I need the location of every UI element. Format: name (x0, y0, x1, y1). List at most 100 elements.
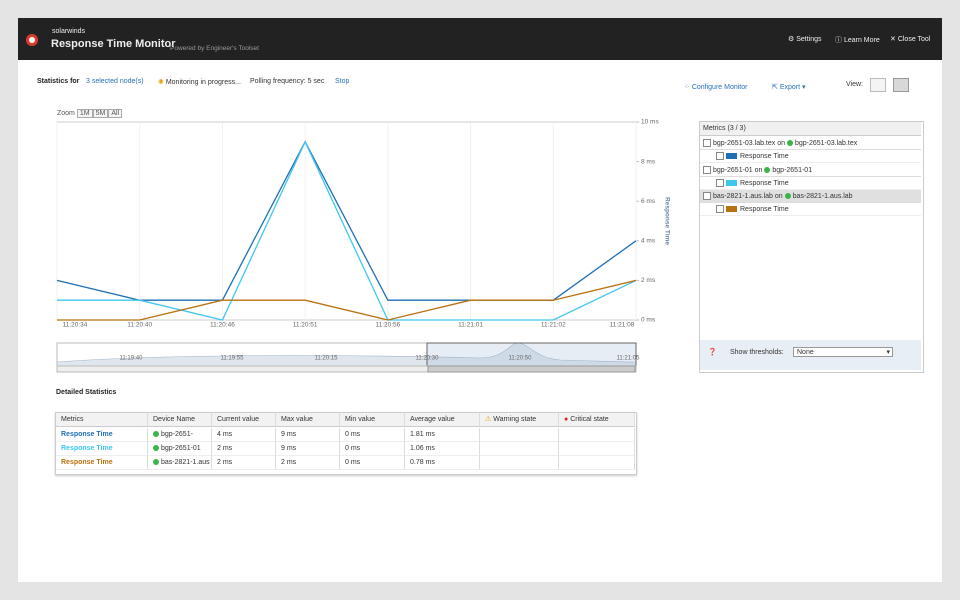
table-cell: 2 ms (212, 456, 276, 470)
navigator-label: 11:20:30 (416, 356, 440, 362)
series-swatch (726, 206, 737, 213)
critical-icon: ● (564, 416, 571, 423)
node-row: bgp-2651-03.lab.tex on bgp-2651-03.lab.t… (700, 137, 921, 150)
table-cell: 9 ms (276, 442, 340, 456)
help-icon[interactable]: ❓ (708, 349, 717, 356)
chart-view[interactable] (893, 78, 909, 92)
metrics-title: Metrics (3 / 3) (700, 122, 921, 136)
stop[interactable]: Stop (335, 78, 350, 85)
table-cell (480, 456, 559, 470)
status-dot (784, 193, 791, 200)
thresholds-select[interactable]: None ▾ (793, 347, 893, 357)
x-tick-label: 11:20:51 (293, 322, 318, 329)
x-tick-label: 11:20:46 (210, 322, 235, 329)
table-cell: Response Time (56, 442, 148, 456)
legend-entry: Response Time (740, 206, 789, 213)
status-dot (153, 459, 159, 466)
settings[interactable]: ⚙ Settings (788, 36, 822, 43)
label: Close Tool (897, 36, 931, 43)
details-title: Detailed Statistics (56, 389, 117, 396)
x-tick-label: 11:21:02 (541, 322, 566, 329)
series-line (57, 279, 637, 321)
column-header: Max value (276, 413, 340, 427)
y-tick-label: 6 ms (641, 198, 656, 205)
navigator-label: 11:20:50 (509, 356, 533, 362)
statistics-for: Statistics for (37, 78, 80, 85)
series-swatch (726, 153, 737, 160)
zoom-button[interactable]: 5M (92, 109, 109, 118)
table-cell (559, 442, 635, 456)
checkbox[interactable] (716, 205, 724, 214)
checkbox[interactable] (703, 139, 711, 148)
column-header: Min value (340, 413, 405, 427)
app-subtitle: Powered by Engineer's Toolset (170, 45, 259, 52)
legend-entry: Response Time (740, 153, 789, 160)
x-tick-label: 11:20:34 (63, 322, 88, 329)
brand: solarwinds (52, 28, 86, 35)
metric-row: Response Time (700, 177, 921, 190)
configure-monitor[interactable]: ⁘ Configure Monitor (684, 84, 748, 91)
table-cell: 2 ms (276, 456, 340, 470)
node-row: bgp-2651-01 on bgp-2651-01 (700, 163, 921, 177)
node-name: bgp-2651-01 on (713, 166, 763, 174)
logo (26, 34, 38, 46)
column-header: ● Critical state (559, 413, 635, 427)
export[interactable]: ⇱ Export ▾ (772, 84, 806, 91)
app-title: Response Time Monitor (51, 38, 176, 50)
node-device: bgp-2651-01 (772, 166, 813, 174)
zoom-label: Zoom (57, 110, 75, 117)
zoom-button[interactable]: 1M (76, 109, 93, 118)
navigator-label: 11:19:40 (120, 356, 144, 362)
label: Learn More (843, 37, 880, 44)
legend-entry: Response Time (740, 179, 789, 187)
y-tick-label: 0 ms (641, 317, 656, 324)
warning-icon: ⚠ (485, 416, 494, 423)
table-cell (559, 428, 635, 442)
navigator-label: 11:20:15 (315, 356, 339, 362)
node-name: bas-2821-1.aus.lab on (713, 193, 783, 200)
y-tick-label: 8 ms (641, 158, 656, 165)
view-label: View: (846, 81, 863, 88)
learn-more[interactable]: ⓘ Learn More (835, 37, 880, 44)
thresholds-value: None (797, 349, 814, 356)
status-dot (153, 431, 159, 438)
navigator: 11:19:40 11:19:55 11:20:15 11:20:30 11:20:50… (56, 342, 641, 373)
x-tick-label: 11:21:01 (458, 322, 483, 329)
zoom-button[interactable]: All (108, 109, 123, 118)
table-cell (559, 456, 635, 470)
navigator-label: 11:21:05 (617, 356, 641, 362)
table-cell: bgp-2651-03.lab (148, 428, 212, 442)
checkbox[interactable] (703, 192, 711, 201)
node-device: bas-2821-1.aus.lab (792, 193, 853, 200)
close-tool[interactable]: ✕ Close Tool (890, 36, 931, 43)
table-cell: Response Time (56, 456, 148, 470)
node-device: bgp-2651-03.lab.tex (794, 140, 858, 147)
x-tick-label: 11:20:56 (375, 322, 400, 329)
thresholds-label: Show thresholds: (730, 349, 784, 356)
polling: Polling frequency: 5 sec (250, 78, 325, 85)
status-text: Monitoring in progress... (165, 79, 241, 86)
y-tick-label: 10 ms (641, 119, 659, 126)
column-header: ⚠ Warning state (480, 413, 559, 427)
y-axis-title: Response Time (663, 197, 670, 245)
label: Configure Monitor (691, 84, 748, 91)
series-line (56, 140, 637, 301)
x-tick-label: 11:21:08 (610, 322, 635, 329)
checkbox[interactable] (716, 178, 724, 187)
node-name: bgp-2651-03.lab.tex on (713, 140, 785, 147)
status-dot (764, 166, 771, 173)
selected-nodes[interactable]: 3 selected node(s) (86, 78, 144, 85)
column-header: Device Name (148, 413, 212, 427)
status-dot (153, 445, 159, 452)
table-view[interactable] (870, 78, 886, 92)
table-cell: Response Time (56, 428, 148, 442)
metrics-panel (699, 121, 924, 373)
label: Export (779, 84, 801, 91)
checkbox[interactable] (703, 165, 711, 174)
series-line (57, 140, 637, 321)
navigator-label: 11:19:55 (221, 356, 245, 362)
table-cell: 0 ms (340, 456, 405, 470)
metric-row: Response Time (700, 203, 921, 216)
checkbox[interactable] (716, 152, 724, 161)
